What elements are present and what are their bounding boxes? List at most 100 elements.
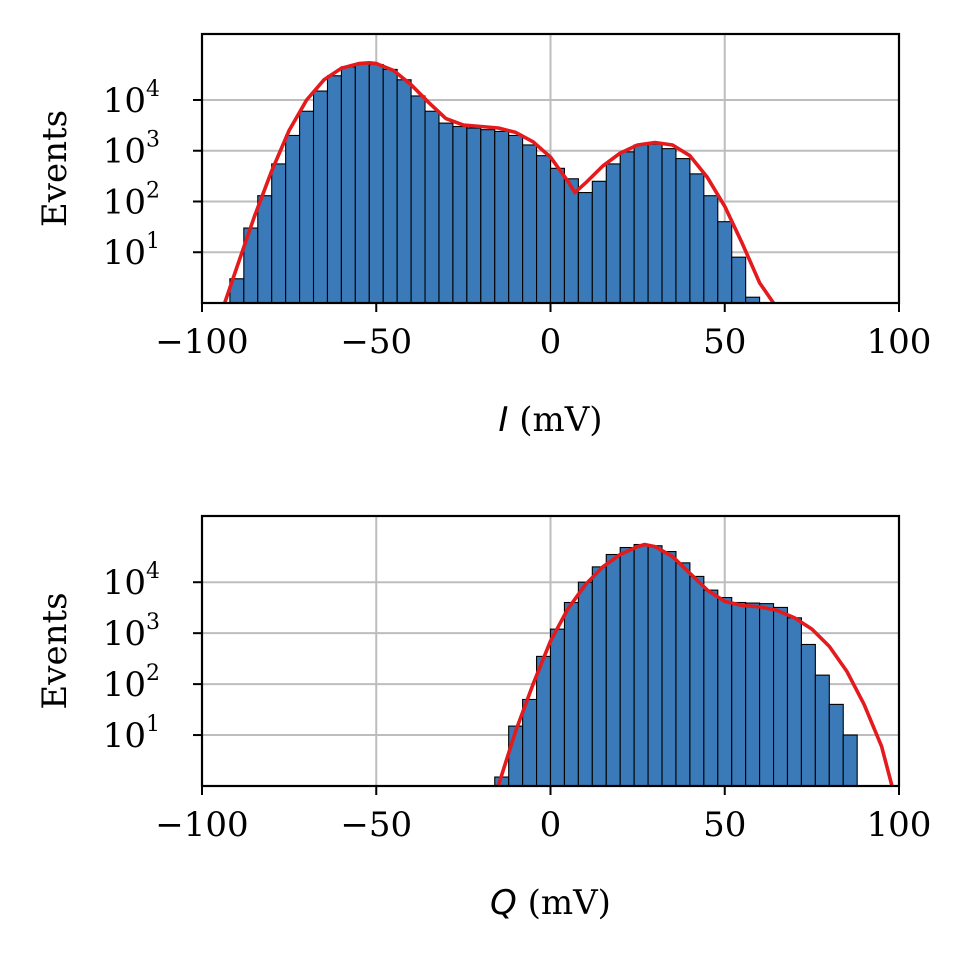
histogram-bar: [745, 602, 761, 787]
histogram-bar: [675, 158, 691, 304]
x-axis-variable: Q: [490, 883, 517, 923]
x-tick-label: 0: [540, 322, 562, 362]
histogram-bar: [703, 589, 719, 787]
histogram-bar: [536, 655, 552, 787]
x-axis-variable: I: [498, 400, 508, 440]
histogram-bar: [800, 643, 816, 787]
x-axis-unit: (mV): [508, 400, 602, 440]
histogram-bar: [661, 148, 677, 304]
fit-curve: [496, 542, 894, 786]
histogram-bar: [536, 155, 552, 304]
histogram-bar: [368, 63, 384, 304]
histogram-bar: [647, 545, 663, 787]
histogram-bar: [466, 127, 482, 304]
y-tick-label: 103: [103, 610, 160, 654]
histogram-bar: [494, 130, 510, 304]
x-tick-label: 50: [703, 805, 746, 845]
histogram-bar: [382, 68, 398, 304]
histogram-bar: [271, 163, 287, 304]
histogram-bar: [299, 110, 315, 304]
histogram-bar: [257, 195, 273, 304]
x-tick-label: 0: [540, 805, 562, 845]
histogram-bar: [285, 134, 301, 304]
histogram-bar: [772, 606, 789, 787]
histogram-bar: [577, 192, 593, 304]
histogram-bar: [731, 256, 747, 304]
y-tick-base: 10: [103, 665, 146, 705]
histogram-bar: [591, 180, 607, 304]
histogram-bar: [703, 195, 719, 304]
histogram-bar: [828, 703, 844, 787]
y-tick-label: 102: [103, 178, 160, 222]
y-tick-exponent: 3: [146, 128, 160, 153]
histogram-bar: [577, 581, 593, 787]
histogram-bar: [563, 178, 579, 304]
x-axis-title: Q (mV): [490, 883, 611, 923]
histogram-bar: [354, 63, 370, 304]
y-tick-label: 101: [103, 229, 160, 273]
y-axis-title: Events: [35, 592, 75, 709]
x-tick-label: −100: [155, 805, 248, 845]
histogram-bar: [452, 125, 468, 304]
histogram-bar: [633, 543, 649, 787]
y-tick-exponent: 2: [146, 178, 160, 203]
histogram-bar: [647, 143, 663, 304]
y-tick-exponent: 4: [146, 77, 160, 102]
histogram-bar: [759, 603, 775, 787]
histogram-bar: [661, 551, 677, 787]
histogram-bar: [633, 144, 649, 304]
histogram-bar: [689, 173, 705, 304]
y-tick-exponent: 1: [146, 229, 160, 254]
x-tick-label: −50: [340, 322, 412, 362]
y-tick-label: 103: [103, 128, 160, 172]
histogram-bar: [717, 221, 733, 304]
histogram-bar: [689, 575, 705, 787]
x-tick-label: −100: [155, 322, 248, 362]
y-tick-label: 102: [103, 661, 160, 705]
histogram-bar: [786, 617, 802, 787]
y-tick-base: 10: [103, 182, 146, 222]
histogram-bar: [619, 546, 635, 787]
x-axis-title: I (mV): [498, 400, 602, 440]
histogram-bar: [814, 674, 830, 787]
y-axis-title: Events: [35, 110, 75, 227]
x-axis-unit: (mV): [517, 883, 611, 923]
histogram-bar: [424, 110, 440, 304]
y-tick-exponent: 1: [146, 712, 160, 737]
x-tick-label: 100: [867, 805, 932, 845]
y-tick-exponent: 4: [146, 559, 160, 584]
histogram-bar: [605, 163, 621, 304]
y-tick-exponent: 3: [146, 610, 160, 635]
y-tick-exponent: 2: [146, 661, 160, 686]
x-tick-label: 50: [703, 322, 746, 362]
histogram-bar: [326, 75, 342, 304]
y-tick-base: 10: [103, 132, 146, 172]
histogram-bar: [312, 90, 329, 304]
histogram-bar: [842, 734, 858, 787]
x-tick-label: 100: [867, 322, 932, 362]
histogram-bar: [675, 562, 691, 787]
histogram-bar: [480, 129, 496, 304]
y-tick-label: 101: [103, 712, 160, 756]
y-tick-base: 10: [103, 233, 146, 273]
y-tick-base: 10: [103, 716, 146, 756]
histogram-bar: [508, 134, 524, 304]
histogram-bar: [619, 151, 635, 304]
y-tick-base: 10: [103, 563, 146, 603]
y-tick-base: 10: [103, 614, 146, 654]
histogram-bar: [549, 167, 565, 304]
y-tick-label: 104: [103, 559, 160, 603]
histogram-bar: [563, 601, 579, 787]
y-tick-label: 104: [103, 77, 160, 121]
histogram-bar: [340, 66, 356, 304]
histogram-bar: [731, 601, 747, 787]
histogram-bar: [605, 553, 621, 787]
histogram-bar: [522, 144, 538, 304]
histogram-bar: [522, 698, 538, 787]
histogram-bar: [717, 597, 733, 787]
histogram-bar: [438, 122, 454, 304]
y-tick-base: 10: [103, 81, 146, 121]
